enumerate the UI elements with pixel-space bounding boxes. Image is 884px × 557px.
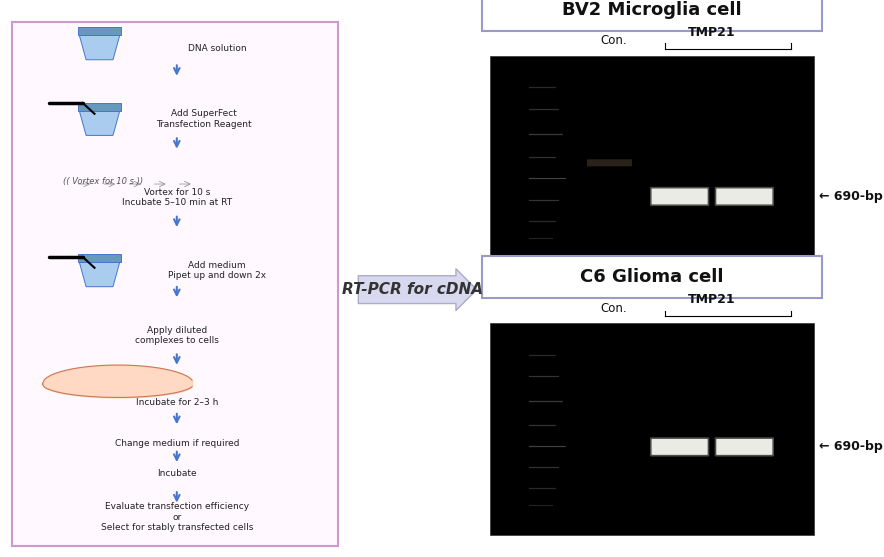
Text: Evaluate transfection efficiency
or
Select for stably transfected cells: Evaluate transfection efficiency or Sele…	[101, 502, 253, 532]
Polygon shape	[78, 254, 121, 262]
Text: RT-PCR for cDNA: RT-PCR for cDNA	[341, 282, 483, 297]
FancyBboxPatch shape	[650, 437, 709, 457]
FancyBboxPatch shape	[483, 256, 822, 298]
Text: Con.: Con.	[600, 302, 627, 315]
FancyBboxPatch shape	[491, 323, 814, 535]
FancyBboxPatch shape	[587, 159, 632, 167]
FancyBboxPatch shape	[652, 439, 708, 455]
Text: ← 690-bp: ← 690-bp	[819, 441, 883, 453]
FancyBboxPatch shape	[491, 56, 814, 267]
Text: (( Vortex for 10 s )): (( Vortex for 10 s ))	[63, 177, 143, 186]
Text: ← 690-bp: ← 690-bp	[819, 190, 883, 203]
Polygon shape	[80, 262, 119, 287]
Text: Vortex for 10 s
Incubate 5–10 min at RT: Vortex for 10 s Incubate 5–10 min at RT	[122, 188, 232, 207]
Text: Apply diluted
complexes to cells: Apply diluted complexes to cells	[135, 326, 218, 345]
Polygon shape	[80, 36, 119, 60]
FancyBboxPatch shape	[716, 188, 773, 204]
FancyBboxPatch shape	[714, 187, 774, 206]
Text: Add SuperFect
Transfection Reagent: Add SuperFect Transfection Reagent	[156, 110, 251, 129]
Polygon shape	[80, 111, 119, 135]
FancyBboxPatch shape	[650, 187, 709, 206]
FancyBboxPatch shape	[483, 0, 822, 31]
Text: TMP21: TMP21	[688, 26, 735, 39]
Text: TMP21: TMP21	[688, 294, 735, 306]
Text: C6 Glioma cell: C6 Glioma cell	[581, 268, 724, 286]
FancyBboxPatch shape	[12, 22, 338, 546]
FancyBboxPatch shape	[714, 437, 774, 457]
Text: Con.: Con.	[600, 35, 627, 47]
Polygon shape	[78, 27, 121, 36]
Text: Incubate for 2–3 h: Incubate for 2–3 h	[135, 398, 218, 407]
FancyArrowPatch shape	[358, 269, 476, 310]
FancyBboxPatch shape	[716, 439, 773, 455]
Text: Change medium if required: Change medium if required	[115, 439, 239, 448]
Text: Incubate: Incubate	[157, 468, 196, 477]
Text: BV2 Microglia cell: BV2 Microglia cell	[562, 1, 742, 19]
Polygon shape	[78, 103, 121, 111]
Text: Add medium
Pipet up and down 2x: Add medium Pipet up and down 2x	[168, 261, 266, 280]
Text: DNA solution: DNA solution	[187, 45, 247, 53]
FancyBboxPatch shape	[652, 188, 708, 204]
